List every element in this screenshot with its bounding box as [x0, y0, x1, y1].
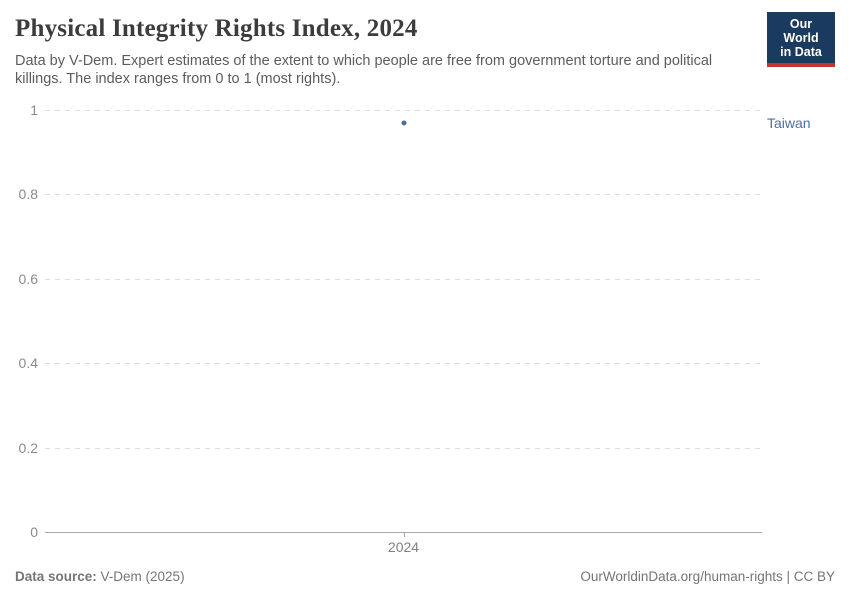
owid-logo[interactable]: Our World in Data — [767, 12, 835, 67]
y-tick-label: 0.6 — [18, 270, 38, 287]
data-source-value: V-Dem (2025) — [96, 569, 185, 584]
data-source-label: Data source: — [15, 569, 97, 584]
owid-logo-line2: in Data — [780, 45, 822, 59]
entity-label-taiwan[interactable]: Taiwan — [767, 114, 811, 131]
chart-subtitle: Data by V-Dem. Expert estimates of the e… — [15, 53, 713, 87]
y-tick-label: 1 — [30, 102, 38, 118]
gridline — [45, 110, 762, 111]
gridline — [45, 278, 762, 280]
chart-footer: Data source: V-Dem (2025) OurWorldinData… — [15, 569, 835, 584]
gridline — [45, 447, 762, 449]
data-point-taiwan[interactable] — [401, 120, 406, 126]
x-tick-mark — [403, 532, 405, 537]
owid-logo-line1: Our World — [783, 17, 819, 45]
y-tick-label: 0 — [30, 524, 38, 540]
data-source-note: Data source: V-Dem (2025) — [15, 569, 185, 584]
y-tick-label: 0.4 — [18, 355, 38, 372]
gridline — [45, 194, 762, 196]
y-tick-label: 0.2 — [18, 439, 38, 456]
x-tick-label: 2024 — [387, 539, 420, 555]
y-tick-label: 0.8 — [18, 186, 38, 203]
gridline — [45, 363, 762, 365]
footer-link[interactable]: OurWorldinData.org/human-rights | CC BY — [580, 569, 835, 584]
chart-title: Physical Integrity Rights Index, 2024 — [15, 15, 418, 42]
